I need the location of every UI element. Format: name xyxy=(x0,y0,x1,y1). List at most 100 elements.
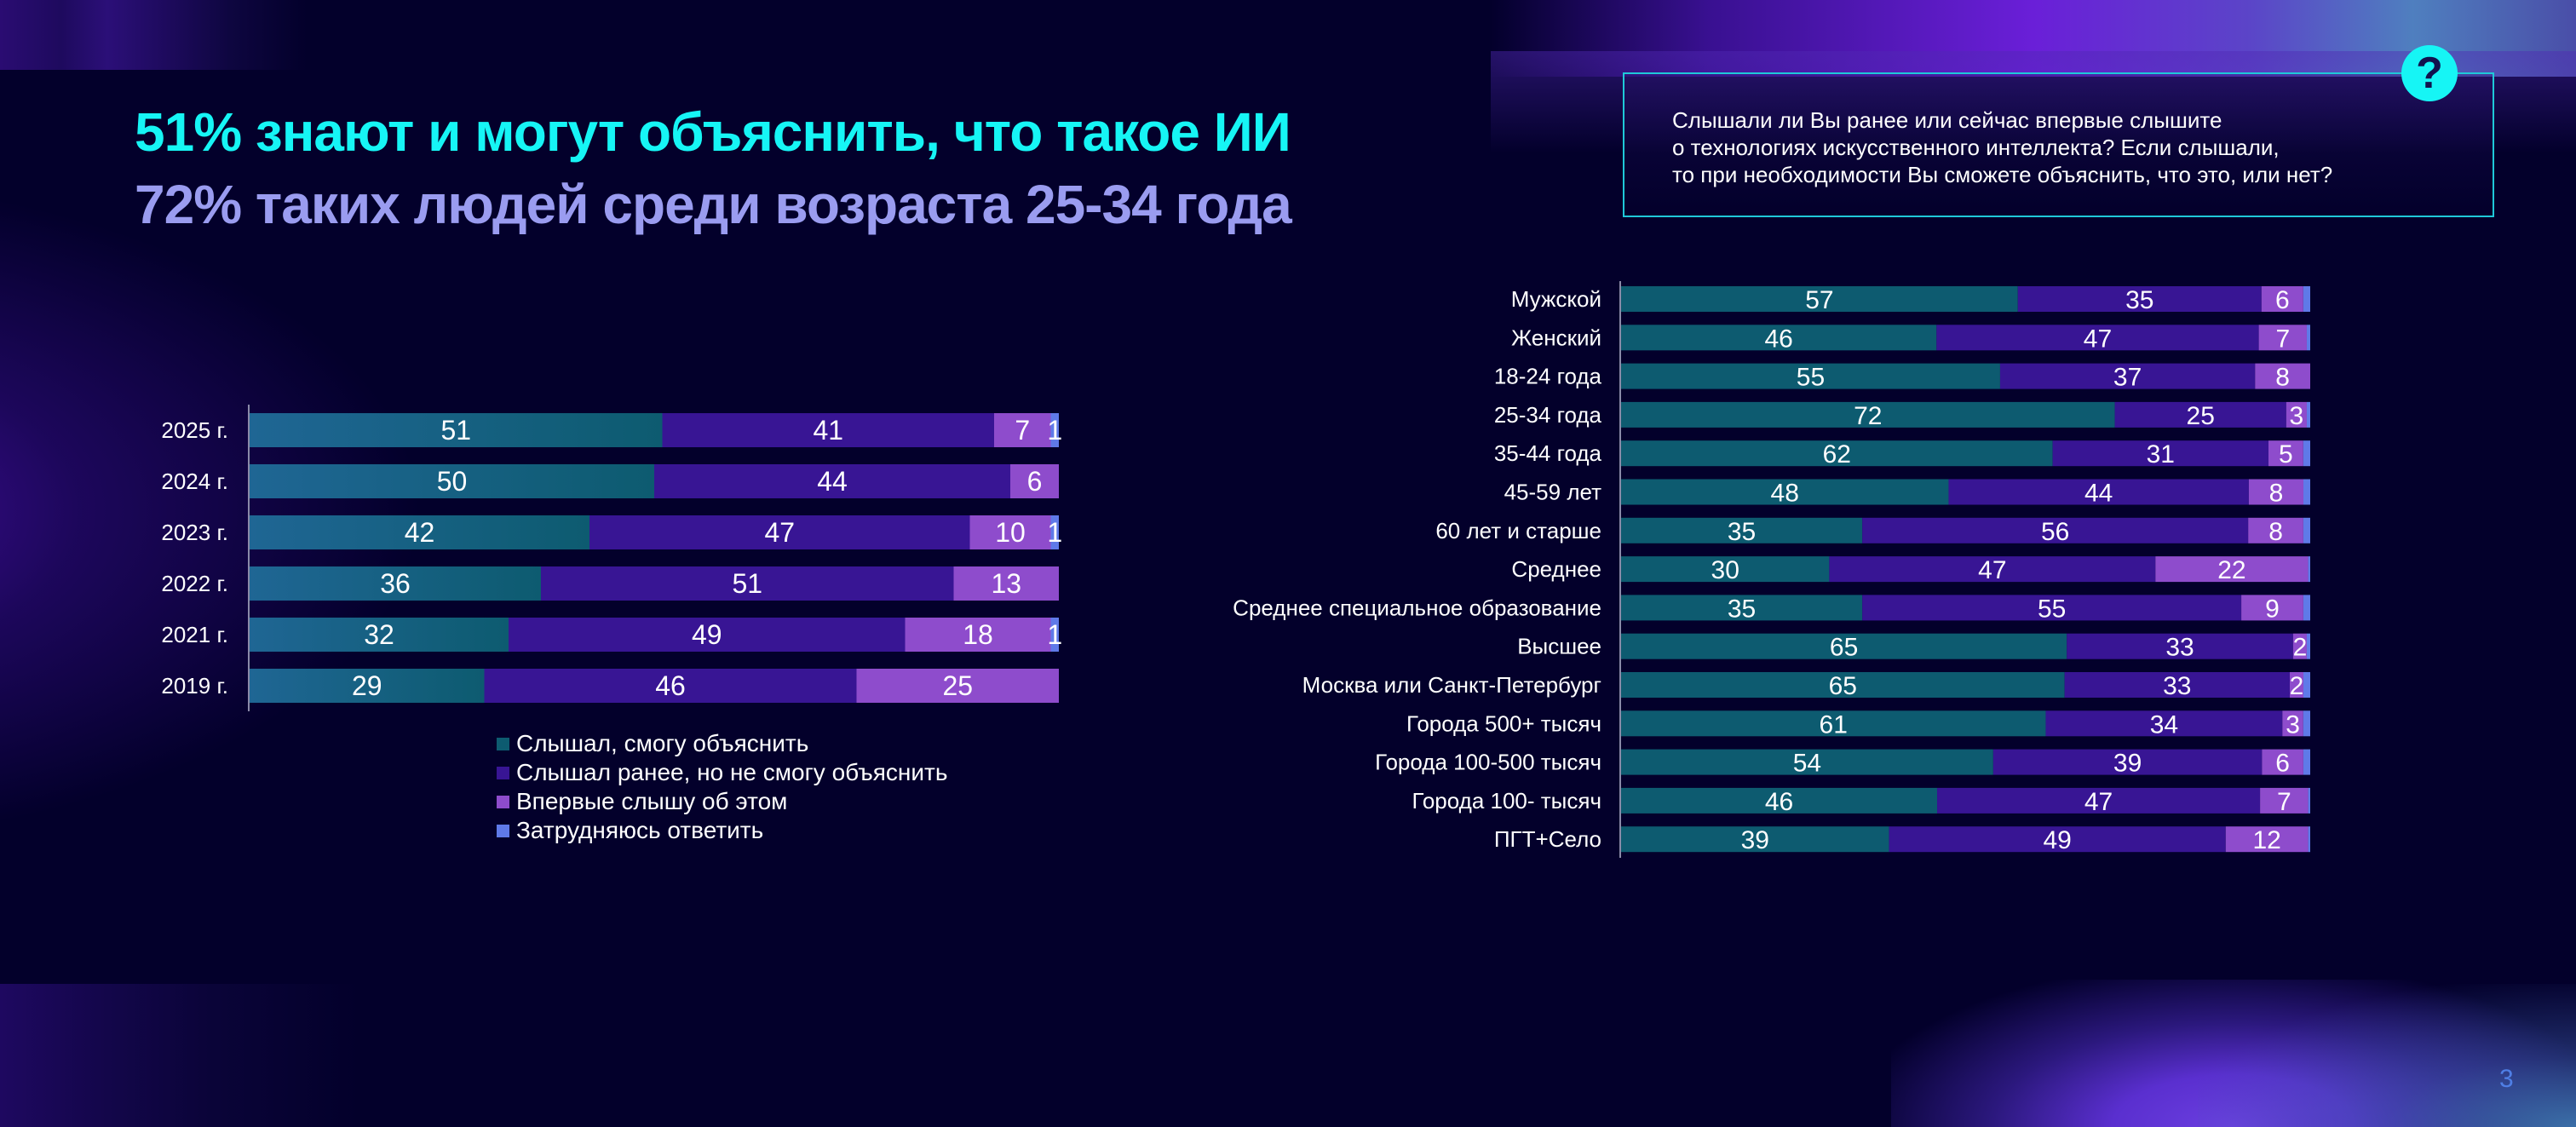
headline-primary: 51% знают и могут объяснить, что такое И… xyxy=(135,101,1291,163)
bar-segment-hard-to-say xyxy=(2303,710,2310,737)
data-label-heard-cannot-explain: 37 xyxy=(2113,364,2142,392)
bar-segment-heard-cannot-explain xyxy=(1889,826,2226,853)
category-label: Города 500+ тысяч xyxy=(1406,710,1601,736)
bar-segment-heard-can-explain xyxy=(250,566,541,601)
bar-segment-hard-to-say xyxy=(2303,595,2310,621)
bar-segment-heard-cannot-explain xyxy=(541,566,954,601)
category-label: 2023 г. xyxy=(161,520,228,545)
legend-label: Впервые слышу об этом xyxy=(516,788,788,814)
legend-swatch xyxy=(497,795,509,808)
bar-segment-first-time xyxy=(2241,595,2303,621)
data-label-heard-cannot-explain: 49 xyxy=(692,619,722,650)
data-label-heard-cannot-explain: 47 xyxy=(2084,788,2113,816)
bar-segment-first-time xyxy=(2248,479,2303,505)
bar-segment-heard-can-explain xyxy=(250,669,485,703)
data-label-heard-cannot-explain: 49 xyxy=(2043,826,2071,854)
bar-segment-heard-cannot-explain xyxy=(589,515,970,549)
data-label-heard-cannot-explain: 35 xyxy=(2125,286,2153,314)
data-label-heard-can-explain: 55 xyxy=(1797,364,1825,392)
data-label-heard-cannot-explain: 47 xyxy=(2084,325,2112,353)
bar-row: Женский 46 47 7 xyxy=(1511,325,2310,353)
bar-segment-hard-to-say xyxy=(2306,401,2310,428)
bar-segment-heard-cannot-explain xyxy=(654,464,1010,498)
bar-row: Города 100-500 тысяч 54 39 6 xyxy=(1375,749,2310,778)
bar-row: 2025 г. 51 41 7 1 xyxy=(161,413,1062,447)
bar-segment-heard-cannot-explain xyxy=(1999,363,2256,389)
bar-segment-hard-to-say xyxy=(2303,479,2310,505)
category-label: Москва или Санкт-Петербург xyxy=(1302,672,1601,698)
bar-segment-heard-cannot-explain xyxy=(509,618,906,652)
bar-segment-heard-can-explain xyxy=(1621,517,1863,543)
bar-segment-first-time xyxy=(2258,325,2307,351)
data-label-hard-to-say: 1 xyxy=(1047,517,1062,548)
category-label: 2022 г. xyxy=(161,571,228,596)
bar-segment-heard-can-explain xyxy=(1621,633,2067,659)
data-label-first-time: 6 xyxy=(2275,286,2290,314)
data-label-heard-can-explain: 72 xyxy=(1854,402,1882,430)
page-number: 3 xyxy=(2499,1065,2514,1093)
bar-segment-heard-can-explain xyxy=(1621,595,1863,621)
headline-secondary: 72% таких людей среди возраста 25-34 год… xyxy=(135,174,1292,235)
data-label-first-time: 8 xyxy=(2268,518,2283,546)
data-label-first-time: 13 xyxy=(991,568,1021,599)
bar-segment-heard-can-explain xyxy=(1621,787,1938,814)
category-label: Женский xyxy=(1511,325,1601,350)
legend-swatch xyxy=(497,766,509,779)
bar-segment-first-time xyxy=(2286,401,2307,428)
bar-segment-heard-can-explain xyxy=(1621,826,1889,853)
data-label-heard-can-explain: 57 xyxy=(1805,286,1833,314)
bar-segment-heard-can-explain xyxy=(1621,440,2053,467)
data-label-heard-can-explain: 36 xyxy=(380,568,411,599)
data-label-hard-to-say: 1 xyxy=(1047,415,1062,446)
data-label-heard-cannot-explain: 25 xyxy=(2187,402,2215,430)
data-label-first-time: 9 xyxy=(2265,595,2280,623)
bar-segment-heard-can-explain xyxy=(1621,672,2065,698)
bar-segment-hard-to-say xyxy=(2303,672,2310,698)
chart-legend: Слышал, смогу объяснить Слышал ранее, но… xyxy=(497,729,947,845)
bar-segment-first-time xyxy=(2262,749,2303,775)
category-label: Высшее xyxy=(1517,634,1601,659)
bar-segment-heard-can-explain xyxy=(1621,401,2115,428)
bar-segment-heard-cannot-explain xyxy=(1829,556,2156,583)
legend-item-heard-can-explain: Слышал, смогу объяснить xyxy=(497,729,947,758)
bar-segment-heard-can-explain xyxy=(1621,556,1830,583)
data-label-heard-cannot-explain: 46 xyxy=(655,670,686,701)
data-label-heard-cannot-explain: 55 xyxy=(2038,595,2066,623)
bar-segment-first-time xyxy=(2260,787,2309,814)
survey-question-box: Слышали ли Вы ранее или сейчас впервые с… xyxy=(1623,72,2494,217)
bar-segment-first-time xyxy=(2261,286,2303,312)
category-label: 2019 г. xyxy=(161,673,228,699)
bar-row: 35-44 года 62 31 5 xyxy=(1494,440,2310,469)
bar-segment-heard-cannot-explain xyxy=(2064,672,2290,698)
bar-segment-first-time xyxy=(969,515,1051,549)
data-label-first-time: 22 xyxy=(2217,556,2245,584)
bar-row: Мужской 57 35 6 xyxy=(1511,286,2310,314)
question-mark-icon: ? xyxy=(2401,45,2458,101)
bar-segment-heard-cannot-explain xyxy=(1948,479,2249,505)
survey-question-text: Слышали ли Вы ранее или сейчас впервые с… xyxy=(1672,106,2439,188)
bar-segment-first-time xyxy=(1010,464,1059,498)
data-label-heard-can-explain: 65 xyxy=(1830,634,1858,662)
legend-swatch xyxy=(497,737,509,750)
data-label-heard-cannot-explain: 56 xyxy=(2041,518,2069,546)
legend-label: Затрудняюсь ответить xyxy=(516,817,764,843)
data-label-heard-cannot-explain: 44 xyxy=(817,466,848,497)
bar-segment-heard-cannot-explain xyxy=(1862,517,2249,543)
data-label-heard-can-explain: 62 xyxy=(1823,440,1851,469)
legend-label: Слышал, смогу объяснить xyxy=(516,730,809,756)
data-label-heard-can-explain: 35 xyxy=(1728,518,1756,546)
data-label-first-time: 6 xyxy=(2275,750,2290,778)
bar-row: 18-24 года 55 37 8 xyxy=(1494,363,2310,392)
data-label-first-time: 10 xyxy=(995,517,1026,548)
bar-segment-heard-can-explain xyxy=(1621,363,2000,389)
bar-segment-first-time xyxy=(856,669,1059,703)
bar-segment-hard-to-say xyxy=(1050,618,1059,652)
bar-row: 2021 г. 32 49 18 1 xyxy=(161,618,1062,652)
data-label-first-time: 7 xyxy=(1015,415,1030,446)
data-label-heard-can-explain: 29 xyxy=(352,670,382,701)
data-label-heard-cannot-explain: 33 xyxy=(2165,634,2194,662)
bar-segment-heard-cannot-explain xyxy=(662,413,994,447)
